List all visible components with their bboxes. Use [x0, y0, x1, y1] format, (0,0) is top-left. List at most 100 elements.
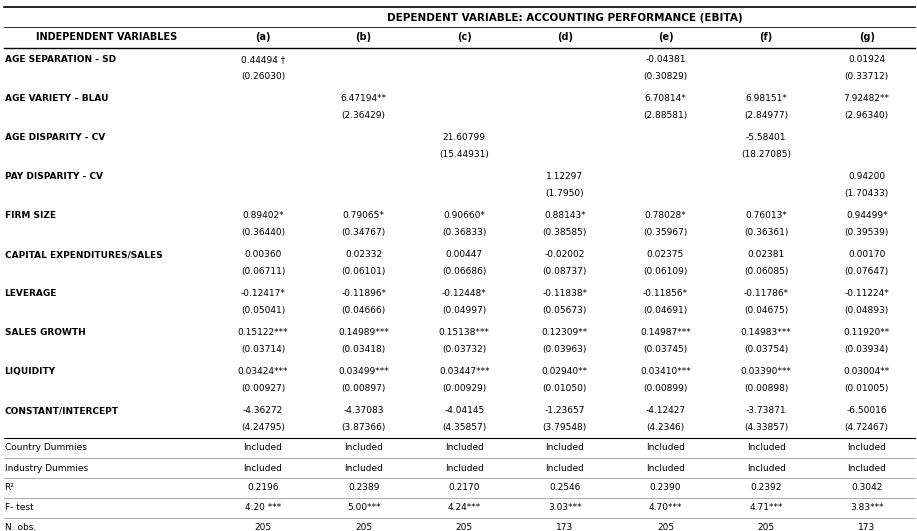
Text: 5.00***: 5.00***	[347, 503, 381, 512]
Text: (0.00929): (0.00929)	[442, 383, 486, 392]
Text: (0.30829): (0.30829)	[644, 72, 688, 81]
Text: 205: 205	[355, 524, 372, 531]
Text: FIRM SIZE: FIRM SIZE	[5, 211, 56, 220]
Text: Included: Included	[546, 443, 584, 452]
Text: (4.35857): (4.35857)	[442, 423, 486, 432]
Text: 4.71***: 4.71***	[749, 503, 783, 512]
Text: -4.12427: -4.12427	[646, 406, 686, 415]
Text: -0.11896*: -0.11896*	[341, 289, 386, 298]
Text: (0.03745): (0.03745)	[644, 345, 688, 354]
Text: 6.98151*: 6.98151*	[746, 94, 787, 103]
Text: F- test: F- test	[5, 503, 33, 512]
Text: (0.03418): (0.03418)	[341, 345, 386, 354]
Text: (0.01050): (0.01050)	[543, 383, 587, 392]
Text: (c): (c)	[457, 32, 471, 42]
Text: PAY DISPARITY - CV: PAY DISPARITY - CV	[5, 172, 103, 181]
Text: 1.12297: 1.12297	[547, 172, 583, 181]
Text: (0.08737): (0.08737)	[543, 267, 587, 276]
Text: (0.00897): (0.00897)	[341, 383, 386, 392]
Text: Included: Included	[445, 464, 483, 473]
Text: 0.03447***: 0.03447***	[439, 367, 490, 376]
Text: (1.7950): (1.7950)	[546, 189, 584, 198]
Text: -5.58401: -5.58401	[746, 133, 787, 142]
Text: (0.35967): (0.35967)	[644, 228, 688, 237]
Text: Included: Included	[847, 443, 886, 452]
Text: (b): (b)	[356, 32, 371, 42]
Text: 0.2170: 0.2170	[448, 484, 480, 492]
Text: 205: 205	[255, 524, 271, 531]
Text: 6.47194**: 6.47194**	[340, 94, 387, 103]
Text: -4.04145: -4.04145	[444, 406, 484, 415]
Text: 0.11920**: 0.11920**	[844, 328, 889, 337]
Text: 0.14983***: 0.14983***	[741, 328, 791, 337]
Text: 0.03499***: 0.03499***	[338, 367, 389, 376]
Text: (f): (f)	[759, 32, 773, 42]
Text: (e): (e)	[657, 32, 673, 42]
Text: 205: 205	[657, 524, 674, 531]
Text: 0.2390: 0.2390	[650, 484, 681, 492]
Text: 4.24***: 4.24***	[447, 503, 481, 512]
Text: (3.87366): (3.87366)	[341, 423, 386, 432]
Text: (0.03963): (0.03963)	[543, 345, 587, 354]
Text: (2.84977): (2.84977)	[744, 110, 788, 119]
Text: 0.00447: 0.00447	[446, 250, 483, 259]
Text: (4.2346): (4.2346)	[646, 423, 685, 432]
Text: 173: 173	[858, 524, 876, 531]
Text: -0.04381: -0.04381	[646, 55, 686, 64]
Text: (0.38585): (0.38585)	[543, 228, 587, 237]
Text: 0.03390***: 0.03390***	[741, 367, 791, 376]
Text: (4.24795): (4.24795)	[241, 423, 285, 432]
Text: Included: Included	[847, 464, 886, 473]
Text: Included: Included	[244, 464, 282, 473]
Text: (0.39539): (0.39539)	[845, 228, 889, 237]
Text: 0.94499*: 0.94499*	[845, 211, 888, 220]
Text: 0.89402*: 0.89402*	[242, 211, 284, 220]
Text: (0.05673): (0.05673)	[543, 305, 587, 314]
Text: (0.36361): (0.36361)	[744, 228, 789, 237]
Text: Country Dummies: Country Dummies	[5, 443, 86, 452]
Text: 0.15138***: 0.15138***	[439, 328, 490, 337]
Text: 4.20 ***: 4.20 ***	[245, 503, 282, 512]
Text: 0.3042: 0.3042	[851, 484, 882, 492]
Text: 0.14987***: 0.14987***	[640, 328, 691, 337]
Text: (0.00927): (0.00927)	[241, 383, 285, 392]
Text: (0.33712): (0.33712)	[845, 72, 889, 81]
Text: -0.12417*: -0.12417*	[240, 289, 285, 298]
Text: 0.03004**: 0.03004**	[844, 367, 889, 376]
Text: (0.00899): (0.00899)	[644, 383, 688, 392]
Text: (0.06686): (0.06686)	[442, 267, 486, 276]
Text: -1.23657: -1.23657	[545, 406, 585, 415]
Text: 173: 173	[557, 524, 573, 531]
Text: INDEPENDENT VARIABLES: INDEPENDENT VARIABLES	[36, 32, 177, 42]
Text: CONSTANT/INTERCEPT: CONSTANT/INTERCEPT	[5, 406, 118, 415]
Text: (0.06109): (0.06109)	[644, 267, 688, 276]
Text: (0.04666): (0.04666)	[341, 305, 386, 314]
Text: (0.04997): (0.04997)	[442, 305, 486, 314]
Text: 0.88143*: 0.88143*	[544, 211, 586, 220]
Text: (2.88581): (2.88581)	[644, 110, 688, 119]
Text: 0.14989***: 0.14989***	[338, 328, 389, 337]
Text: Included: Included	[546, 464, 584, 473]
Text: (18.27085): (18.27085)	[741, 150, 791, 159]
Text: 205: 205	[757, 524, 775, 531]
Text: 0.03424***: 0.03424***	[238, 367, 288, 376]
Text: 0.94200: 0.94200	[848, 172, 885, 181]
Text: (0.26030): (0.26030)	[241, 72, 285, 81]
Text: -0.11856*: -0.11856*	[643, 289, 688, 298]
Text: 3.83***: 3.83***	[850, 503, 883, 512]
Text: (0.03754): (0.03754)	[744, 345, 789, 354]
Text: 0.02381: 0.02381	[747, 250, 785, 259]
Text: -0.11786*: -0.11786*	[744, 289, 789, 298]
Text: (3.79548): (3.79548)	[543, 423, 587, 432]
Text: (0.07647): (0.07647)	[845, 267, 889, 276]
Text: (0.01005): (0.01005)	[845, 383, 889, 392]
Text: -0.11224*: -0.11224*	[845, 289, 889, 298]
Text: -6.50016: -6.50016	[846, 406, 887, 415]
Text: SALES GROWTH: SALES GROWTH	[5, 328, 85, 337]
Text: (0.06711): (0.06711)	[241, 267, 285, 276]
Text: 0.00360: 0.00360	[244, 250, 282, 259]
Text: -0.11838*: -0.11838*	[542, 289, 588, 298]
Text: -0.02002: -0.02002	[545, 250, 585, 259]
Text: Industry Dummies: Industry Dummies	[5, 464, 88, 473]
Text: 0.76013*: 0.76013*	[746, 211, 787, 220]
